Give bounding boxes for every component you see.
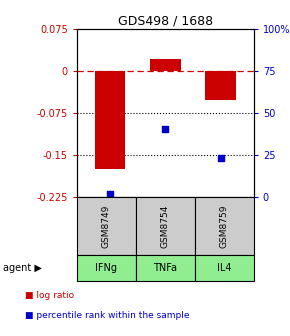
Text: IL4: IL4 xyxy=(217,263,231,273)
Bar xyxy=(95,71,125,169)
Point xyxy=(108,192,112,197)
Title: GDS498 / 1688: GDS498 / 1688 xyxy=(118,14,213,28)
Bar xyxy=(150,59,180,71)
Text: ■ log ratio: ■ log ratio xyxy=(25,291,74,300)
Point xyxy=(218,155,223,161)
Text: GSM8749: GSM8749 xyxy=(102,204,111,248)
Point xyxy=(163,127,168,132)
Text: GSM8754: GSM8754 xyxy=(161,204,170,248)
Text: TNFa: TNFa xyxy=(153,263,177,273)
Text: GSM8759: GSM8759 xyxy=(220,204,229,248)
Bar xyxy=(205,71,236,100)
Text: ■ percentile rank within the sample: ■ percentile rank within the sample xyxy=(25,311,189,320)
Text: IFNg: IFNg xyxy=(95,263,117,273)
Text: agent ▶: agent ▶ xyxy=(3,263,42,273)
